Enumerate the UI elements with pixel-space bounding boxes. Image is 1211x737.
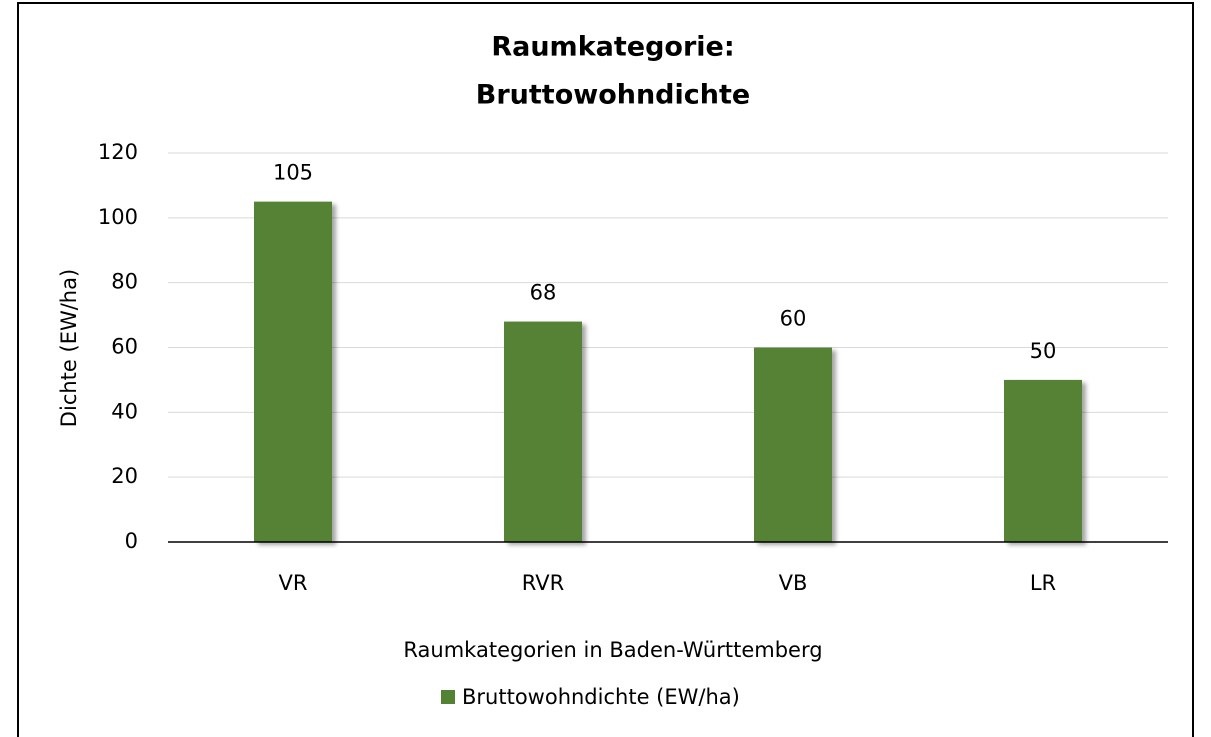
y-tick-label: 40 <box>111 399 138 423</box>
data-label: 68 <box>530 281 557 305</box>
y-tick-label: 80 <box>111 270 138 294</box>
y-tick-label: 60 <box>111 335 138 359</box>
y-tick-label: 0 <box>125 529 138 553</box>
x-tick-label: RVR <box>522 571 564 595</box>
bar <box>1004 379 1082 542</box>
bar <box>754 347 832 542</box>
y-axis-title: Dichte (EW/ha) <box>57 269 81 427</box>
data-label: 105 <box>273 161 313 185</box>
y-tick-label: 100 <box>98 205 138 229</box>
x-tick-label: VR <box>279 571 308 595</box>
chart-title: Bruttowohndichte <box>476 80 750 111</box>
data-label: 60 <box>780 307 807 331</box>
chart-title: Raumkategorie: <box>491 32 734 63</box>
legend-label: Bruttowohndichte (EW/ha) <box>462 685 740 709</box>
y-tick-label: 120 <box>98 140 138 164</box>
bar <box>254 201 332 542</box>
bar <box>504 321 582 542</box>
data-label: 50 <box>1030 339 1057 363</box>
x-tick-label: VB <box>779 571 808 595</box>
chart-border <box>17 2 1194 737</box>
y-tick-label: 20 <box>111 464 138 488</box>
x-axis-title: Raumkategorien in Baden-Württemberg <box>403 638 822 662</box>
legend-swatch <box>441 690 455 704</box>
x-tick-label: LR <box>1030 571 1056 595</box>
